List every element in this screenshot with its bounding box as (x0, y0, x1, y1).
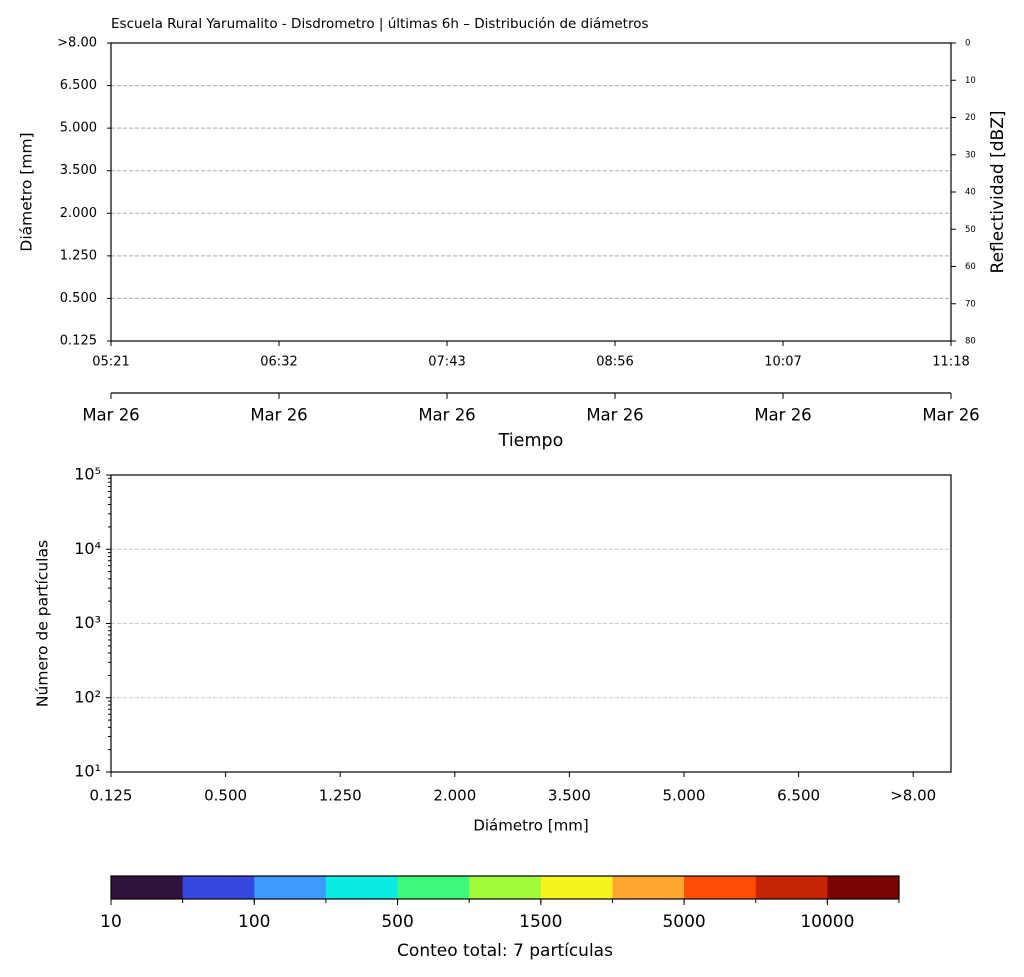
y2-tick-label: 80 (965, 337, 976, 347)
y2-tick-label: 20 (965, 113, 976, 123)
date-tick-label: Mar 26 (586, 406, 643, 425)
chart-title: Escuela Rural Yarumalito - Disdrometro |… (111, 16, 649, 32)
y-tick-label: 10¹ (74, 762, 101, 781)
y-tick-label: >8.00 (57, 36, 97, 51)
y2-axis-label: Reflectividad [dBZ] (988, 111, 1008, 274)
y2-tick-label: 30 (965, 150, 976, 160)
colorbar-tick-label: 100 (238, 912, 270, 932)
plot-frame (110, 42, 952, 342)
y2-tick-label: 40 (965, 188, 976, 198)
date-tick-label: Mar 26 (82, 406, 139, 425)
color-swatch (469, 876, 542, 899)
x-tick-label: 3.500 (548, 787, 591, 805)
x-tick-label: 6.500 (777, 787, 820, 805)
y2-tick-label: 60 (965, 262, 976, 272)
colorbar-tick-label: 5000 (662, 912, 705, 932)
color-swatch (254, 876, 327, 899)
color-swatch (182, 876, 255, 899)
y-tick-label: 10⁵ (74, 465, 101, 484)
x-tick-label: 1.250 (319, 787, 362, 805)
y-tick-label: 10⁴ (74, 539, 101, 558)
x-tick-label: 2.000 (433, 787, 476, 805)
colorbar-tick-label: 1500 (519, 912, 562, 932)
y-tick-label: 5.000 (60, 121, 97, 136)
y2-tick-label: 0 (965, 39, 970, 49)
colorbar-tick-label: 500 (381, 912, 413, 932)
y-tick-label: 1.250 (60, 248, 97, 263)
color-swatch (684, 876, 757, 899)
y-axis-label: Diámetro [mm] (18, 132, 36, 251)
y2-tick-label: 70 (965, 299, 976, 309)
plot-frame (110, 474, 952, 773)
color-swatch (325, 876, 399, 899)
x-axis-label: Diámetro [mm] (473, 817, 588, 835)
colorbar-tick-label: 10000 (800, 912, 854, 932)
y-tick-label: 0.500 (60, 291, 97, 306)
y2-tick-label: 50 (965, 225, 976, 235)
date-tick-label: Mar 26 (922, 406, 979, 425)
y-tick-label: 0.125 (60, 334, 97, 349)
color-swatch (827, 876, 900, 899)
y-tick-label: 10³ (74, 613, 101, 632)
colorbar-frame (110, 875, 900, 900)
y2-tick-label: 10 (965, 76, 976, 86)
colorbar-label: Conteo total: 7 partículas (397, 941, 613, 961)
color-swatch (397, 876, 470, 899)
y-tick-label: 2.000 (60, 206, 97, 221)
x-tick-label: 06:32 (260, 355, 297, 370)
x-tick-label: 08:56 (596, 355, 633, 370)
colorbar-tick-label: 10 (100, 912, 122, 932)
date-tick-label: Mar 26 (754, 406, 811, 425)
x-tick-label: 07:43 (428, 355, 465, 370)
x-tick-label: >8.00 (890, 787, 936, 805)
color-swatch (540, 876, 613, 899)
y-tick-label: 6.500 (60, 78, 97, 93)
date-tick-label: Mar 26 (418, 406, 475, 425)
x-tick-label: 0.125 (90, 787, 133, 805)
date-tick-label: Mar 26 (250, 406, 307, 425)
x-axis-label: Tiempo (498, 431, 564, 451)
y-tick-label: 10² (74, 687, 101, 706)
x-tick-label: 0.500 (204, 787, 247, 805)
color-swatch (755, 876, 828, 899)
x-tick-label: 11:18 (932, 355, 969, 370)
y-tick-label: 3.500 (60, 163, 97, 178)
color-swatch (612, 876, 685, 899)
x-tick-label: 10:07 (764, 355, 801, 370)
color-swatch (111, 876, 184, 899)
x-tick-label: 05:21 (92, 355, 129, 370)
x-tick-label: 5.000 (663, 787, 706, 805)
y-axis-label: Número de partículas (34, 540, 52, 707)
